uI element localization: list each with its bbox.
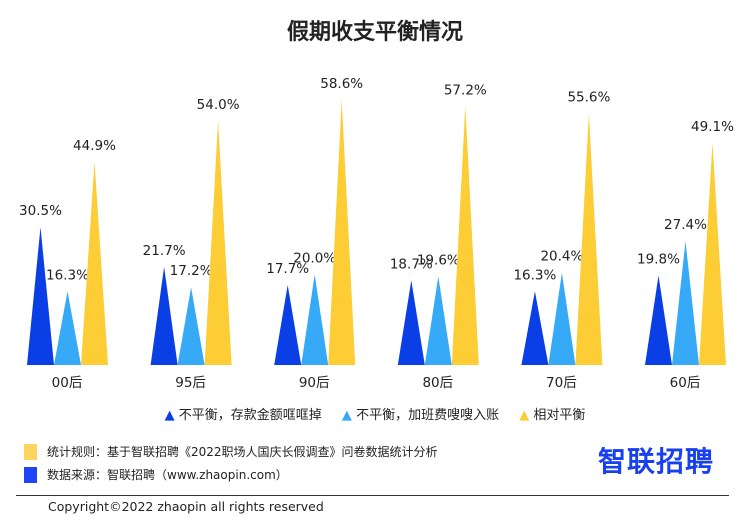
data-label: 49.1% — [691, 119, 734, 135]
triangle-bar-60后-2 — [699, 142, 726, 365]
triangle-bar-60后-1 — [672, 241, 699, 365]
zhaopin-logo: 智联招聘 — [598, 445, 715, 478]
blue-swatch-icon — [24, 466, 37, 483]
triangle-bar-80后-1 — [424, 276, 452, 365]
legend-label: 相对平衡 — [533, 408, 586, 423]
x-tick-label: 60后 — [670, 375, 701, 391]
copyright: Copyright©2022 zhaopin all rights reserv… — [48, 499, 324, 514]
legend-item: ▲ 不平衡，加班费嗖嗖入账 — [342, 408, 499, 423]
chart-plot: 30.5% 16.3% 44.9% 00后 21.7% 17.2% 54.0% 95后 17.7… — [19, 76, 734, 391]
x-tick-label: 80后 — [422, 375, 453, 391]
triangle-bar-80后-2 — [451, 106, 479, 365]
triangle-bar-00后-0 — [27, 227, 54, 365]
triangle-bar-00后-2 — [81, 161, 108, 365]
data-label: 19.6% — [417, 252, 460, 268]
legend-label: 不平衡，存款金额哐哐掉 — [178, 408, 322, 423]
triangle-bar-95后-0 — [150, 266, 178, 365]
legend-item: ▲ 不平衡，存款金额哐哐掉 — [165, 408, 322, 423]
data-label: 17.7% — [266, 261, 309, 277]
data-label: 18.7% — [390, 256, 433, 272]
note-text: 统计规则：基于智联招聘《2022职场人国庆长假调查》问卷数据统计分析 — [47, 445, 438, 459]
data-label: 16.3% — [46, 267, 89, 283]
triangle-bar-80后-0 — [397, 280, 425, 365]
data-label: 54.0% — [197, 97, 240, 113]
note-text: 数据来源：智联招聘（www.zhaopin.com） — [47, 468, 288, 482]
triangle-bar-90后-0 — [274, 284, 302, 365]
chart-title: 假期收支平衡情况 — [286, 20, 463, 45]
data-label: 55.6% — [567, 90, 610, 106]
triangle-bar-90后-2 — [328, 100, 356, 365]
data-label: 19.8% — [637, 251, 680, 267]
triangle-bar-95后-1 — [177, 287, 205, 365]
data-label: 30.5% — [19, 203, 62, 219]
triangle-bar-90后-1 — [301, 274, 329, 365]
triangle-bar-95后-2 — [204, 120, 232, 365]
data-label: 21.7% — [143, 243, 186, 259]
x-tick-label: 00后 — [52, 375, 83, 391]
legend-label: 不平衡，加班费嗖嗖入账 — [356, 408, 500, 423]
triangle-bar-00后-1 — [54, 291, 81, 365]
x-tick-label: 70后 — [546, 375, 577, 391]
triangle-bar-70后-1 — [548, 272, 576, 365]
legend: ▲ 不平衡，存款金额哐哐掉 ▲ 不平衡，加班费嗖嗖入账 ▲ 相对平衡 — [0, 404, 750, 423]
legend-triangle-icon: ▲ — [164, 408, 175, 423]
stat-rule-note: 统计规则：基于智联招聘《2022职场人国庆长假调查》问卷数据统计分析 — [24, 443, 438, 460]
data-label: 27.4% — [664, 217, 707, 233]
x-tick-label: 90后 — [299, 375, 330, 391]
divider — [16, 495, 729, 496]
data-label: 17.2% — [170, 263, 213, 279]
data-label: 16.3% — [513, 267, 556, 283]
triangle-bar-60后-0 — [645, 275, 672, 365]
data-label: 44.9% — [73, 138, 116, 154]
x-tick-label: 95后 — [175, 375, 206, 391]
data-source-note: 数据来源：智联招聘（www.zhaopin.com） — [24, 466, 288, 483]
yellow-swatch-icon — [24, 443, 37, 460]
data-label: 20.0% — [293, 251, 336, 267]
data-label: 57.2% — [444, 82, 487, 98]
legend-item: ▲ 相对平衡 — [519, 408, 585, 423]
data-label: 58.6% — [320, 76, 363, 92]
data-label: 20.4% — [540, 249, 583, 265]
triangle-bar-70后-2 — [575, 113, 603, 365]
legend-triangle-icon: ▲ — [341, 408, 352, 423]
legend-triangle-icon: ▲ — [519, 408, 530, 423]
triangle-bar-70后-0 — [521, 291, 549, 365]
